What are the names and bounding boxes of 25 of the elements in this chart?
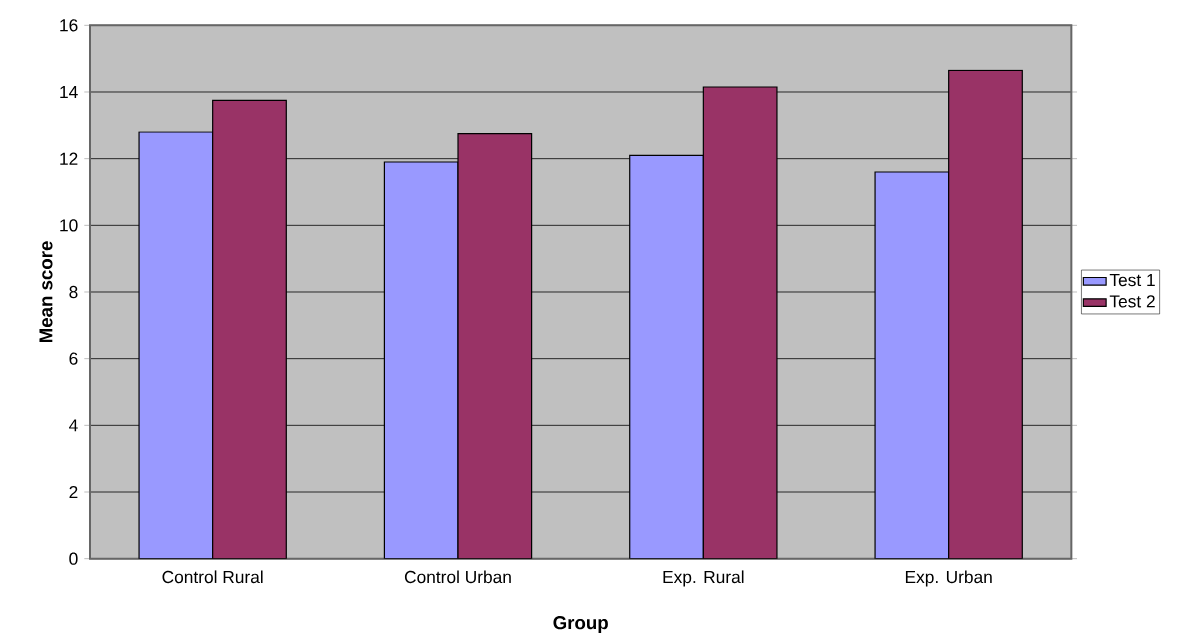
y-tick-label: 10 — [60, 219, 78, 232]
x-tick-label: Exp. Rural — [663, 570, 744, 587]
y-tick-label: 2 — [69, 485, 78, 499]
y-tick-label: 6 — [69, 352, 78, 365]
x-tick-label: Control Urban — [404, 570, 511, 584]
y-tick-label: 16 — [60, 19, 78, 32]
y-axis-title: Mean score — [39, 241, 53, 343]
bar — [383, 161, 459, 559]
x-tick-label: Exp. Urban — [905, 570, 992, 587]
bar — [138, 131, 214, 559]
bar — [629, 154, 704, 559]
bar — [457, 133, 533, 559]
legend-label: Test 1 — [1109, 274, 1155, 287]
bar — [948, 69, 1023, 559]
bar — [702, 86, 778, 559]
y-tick-label: 12 — [60, 152, 78, 165]
y-tick-label: 8 — [69, 285, 78, 299]
y-tick-label: 14 — [60, 86, 78, 98]
bar — [212, 99, 287, 559]
y-tick-label: 4 — [69, 419, 78, 432]
x-tick-label: Control Rural — [162, 570, 263, 584]
legend-label: Test 2 — [1109, 295, 1155, 308]
x-axis-title: Group — [553, 616, 608, 633]
bar — [874, 171, 950, 559]
y-tick-label: 0 — [69, 552, 78, 565]
